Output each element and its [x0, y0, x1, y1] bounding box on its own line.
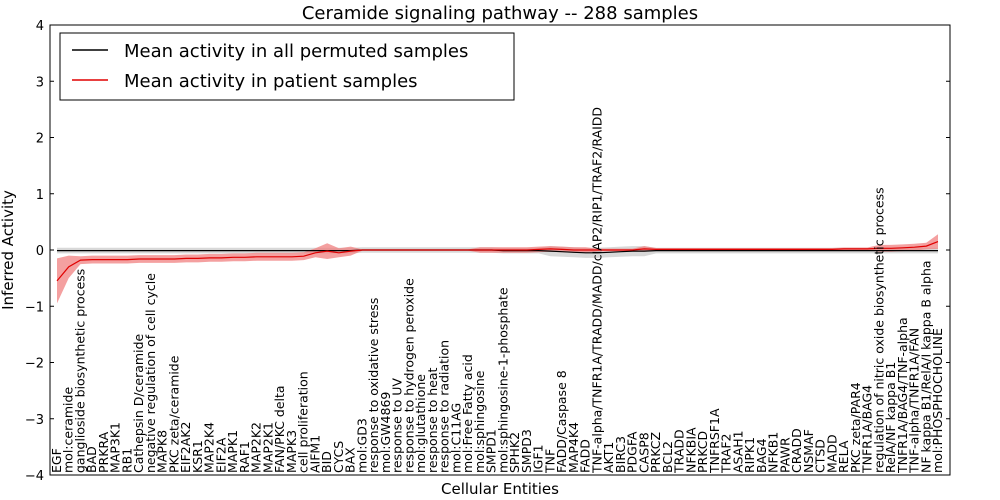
x-category-label: mol:GD3	[354, 418, 369, 473]
x-category-label: RB1	[120, 448, 135, 473]
x-category-label: CTSD	[813, 439, 828, 473]
x-category-label: mol:Free Fatty acid	[460, 354, 475, 473]
x-axis-title: Cellular Entities	[441, 480, 559, 498]
x-category-label: mol:C11AG	[448, 403, 463, 473]
x-category-label: MADD	[824, 434, 839, 473]
x-category-label: mol:sphingosine-1-phosphate	[495, 287, 510, 473]
x-category-label: BAD	[84, 446, 99, 473]
x-category-label: TNF-alpha/TNFR1A/TRADD/MADD/cIAP2/RIP1/T…	[589, 107, 604, 474]
x-category-label: MAPK8	[155, 430, 170, 473]
x-category-label: mol:ceramide	[61, 387, 76, 473]
x-category-label: IGF1	[531, 444, 546, 473]
x-category-label: AIFM1	[307, 435, 322, 473]
x-category-label: TNF-alpha/TNFR1A/FAN	[907, 328, 922, 474]
x-category-label: response to heat	[425, 367, 440, 473]
x-category-label: BAX	[343, 447, 358, 473]
x-category-label: RIPK1	[742, 437, 757, 473]
x-category-label: EIF2AK2	[178, 422, 193, 473]
legend-label-permuted: Mean activity in all permuted samples	[124, 41, 468, 62]
x-category-label: mol:sphingosine	[472, 370, 487, 473]
y-axis: −4 −3 −2 −1 0 1 2 3 4	[25, 19, 950, 484]
x-category-label: FADD	[578, 439, 593, 473]
x-category-label: FADD/Caspase 8	[554, 370, 569, 473]
x-category-label: Cathepsin D/ceramide	[131, 333, 146, 473]
x-category-label: TNF	[542, 449, 557, 474]
x-category-label: BAG4	[754, 438, 769, 473]
x-category-label: TNFR1A/BAG4	[860, 385, 875, 474]
x-category-label: negative regulation of cell cycle	[143, 273, 158, 473]
x-category-label: mol:PHOSPHOCHOLINE	[930, 328, 945, 473]
y-tick-label: −2	[25, 357, 44, 372]
plot-frame	[49, 24, 951, 476]
x-category-label: PDGFA	[625, 431, 640, 473]
x-category-label: TRADD	[672, 429, 687, 474]
legend: Mean activity in all permuted samples Me…	[59, 32, 515, 101]
x-category-label: BID	[319, 451, 334, 473]
x-category-label: MAP2K1	[260, 422, 275, 473]
x-category-label: CYCS	[331, 441, 346, 473]
x-category-label: PKC zeta/ceramide	[167, 355, 182, 473]
legend-label-patient: Mean activity in patient samples	[124, 71, 418, 92]
x-category-label: EIF2A	[214, 437, 229, 473]
x-category-label: MAP4K4	[566, 422, 581, 473]
x-category-label: TRAF2	[719, 433, 734, 474]
x-category-label: response to hydrogen peroxide	[401, 278, 416, 473]
y-tick-label: 1	[36, 188, 44, 203]
y-tick-label: 4	[36, 19, 44, 34]
series-lines	[56, 241, 939, 282]
x-category-label: MAP2K4	[202, 422, 217, 473]
x-category-label: MAP3K1	[108, 422, 123, 473]
x-category-label: NF kappa B1/RelA/I kappa B alpha	[918, 260, 933, 473]
y-tick-label: 3	[36, 75, 44, 90]
x-category-label: PAWR	[777, 437, 792, 473]
x-category-label: NSMAF	[801, 429, 816, 473]
x-category-label: response to oxidative stress	[366, 298, 381, 473]
x-category-label: AKT1	[601, 442, 616, 473]
y-tick-label: −1	[25, 300, 44, 315]
x-category-label: KSR1	[190, 440, 205, 473]
band-patient	[57, 234, 938, 304]
x-category-label: FAN/PKC delta	[272, 385, 287, 473]
x-category-label: MAP2K2	[249, 422, 264, 473]
x-category-label: RAF1	[237, 441, 252, 473]
x-category-label: PRKCZ	[648, 432, 663, 473]
x-category-label: PRKRA	[96, 431, 111, 473]
x-category-label: MAPK3	[284, 430, 299, 473]
x-category-label: BIRC3	[613, 436, 628, 473]
series-line-patient	[56, 241, 939, 282]
x-category-label: ASAH1	[730, 430, 745, 473]
y-tick-label: −4	[25, 469, 44, 484]
x-category-label: MAPK1	[225, 430, 240, 473]
x-category-label: RELA	[836, 440, 851, 473]
x-category-label: ganglioside biosynthetic process	[73, 269, 88, 473]
y-tick-label: 2	[36, 132, 44, 147]
x-category-label: NFKB1	[766, 432, 781, 473]
x-category-label: EGF	[49, 448, 64, 473]
x-category-label: TNFRSF1A	[707, 408, 722, 474]
x-category-label: PKC zeta/PAR4	[848, 382, 863, 473]
x-category-label: cell proliferation	[296, 371, 311, 473]
x-category-label: regulation of nitric oxide biosynthetic …	[871, 187, 886, 473]
x-category-label: CASP8	[636, 432, 651, 473]
x-category-label: response to UV	[390, 378, 405, 473]
y-tick-label: 0	[36, 244, 44, 259]
x-category-label: response to radiation	[437, 340, 452, 473]
x-category-label: SMPD3	[519, 429, 534, 473]
x-category-label: SMPD1	[484, 429, 499, 473]
x-category-label: BCL2	[660, 441, 675, 473]
x-category-label: NFKBIA	[683, 427, 698, 473]
x-category-label: TNFR1A/BAG4/TNF-alpha	[895, 317, 910, 474]
x-category-label: PRKCD	[695, 431, 710, 473]
x-category-label: CRADD	[789, 428, 804, 473]
chart-title: Ceramide signaling pathway -- 288 sample…	[302, 3, 698, 24]
x-category-label: SPHK2	[507, 432, 522, 473]
x-category-label: mol:glutathione	[413, 374, 428, 473]
x-category-label: RelA/NF kappa B1	[883, 362, 898, 473]
y-axis-title: Inferred Activity	[0, 190, 17, 310]
y-tick-label: −3	[25, 413, 44, 428]
legend-box	[59, 32, 515, 101]
x-category-label: mol:GW4869	[378, 392, 393, 473]
